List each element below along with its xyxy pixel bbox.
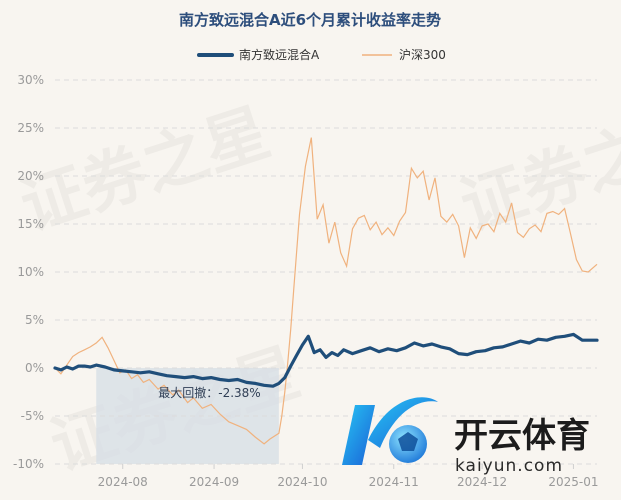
legend-label-fund: 南方致远混合A [239, 47, 320, 62]
logo-swoosh-icon [368, 397, 438, 448]
x-tick-label: 2024-09 [189, 475, 239, 489]
x-tick-label: 2025-01 [548, 475, 598, 489]
y-tick-label: 10% [17, 265, 44, 279]
y-tick-label: -10% [13, 457, 44, 471]
logo-brand-cn: 开云体育 [454, 416, 590, 456]
series-line-index [54, 137, 598, 445]
legend: 南方致远混合A 沪深300 [197, 47, 446, 62]
grid [55, 79, 597, 465]
x-tick-label: 2024-12 [457, 475, 507, 489]
watermark-text-1: 证券之星 [12, 96, 278, 245]
logo-ball-pattern-icon [398, 432, 418, 451]
logo: 开云体育 kaiyun.com [342, 397, 590, 476]
y-tick-label: -5% [21, 409, 44, 423]
y-tick-label: 25% [17, 121, 44, 135]
x-tick-label: 2024-11 [369, 475, 419, 489]
logo-brand-en: kaiyun.com [455, 456, 563, 476]
legend-label-index: 沪深300 [399, 48, 446, 62]
chart-title: 南方致远混合A近6个月累计收益率走势 [179, 11, 441, 29]
x-tick-label: 2024-10 [277, 475, 327, 489]
y-tick-label: 0% [25, 361, 44, 375]
logo-k-icon [342, 405, 375, 465]
y-tick-label: 5% [25, 313, 44, 327]
y-tick-label: 15% [17, 217, 44, 231]
watermark-text-3: 证券之星 [452, 96, 621, 245]
x-axis: 2024-08 2024-09 2024-10 2024-11 2024-12 2025-… [98, 464, 599, 489]
y-axis: 30% 25% 20% 15% 10% 5% 0% -5% -10% [13, 73, 44, 471]
series-line-fund [53, 332, 599, 388]
y-tick-label: 20% [17, 169, 44, 183]
max-drawdown-label: 最大回撤：-2.38% [158, 385, 260, 400]
y-tick-label: 30% [17, 73, 44, 87]
x-tick-label: 2024-08 [98, 475, 148, 489]
